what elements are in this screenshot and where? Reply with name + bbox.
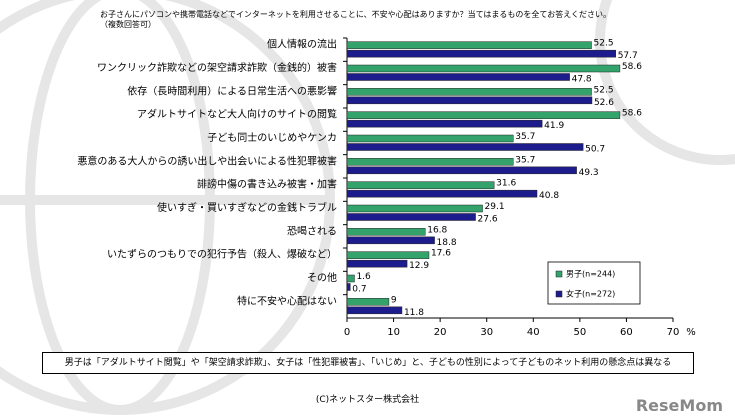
- bar: [346, 228, 426, 236]
- x-tick-label: 50: [573, 327, 586, 338]
- x-tick-label: 10: [387, 327, 400, 338]
- bar: [346, 49, 616, 58]
- value-label: 47.8: [572, 75, 592, 85]
- value-label: 58.6: [622, 62, 642, 72]
- legend-box: [547, 261, 641, 305]
- bar: [346, 41, 592, 49]
- value-label: 31.6: [496, 179, 516, 189]
- bar: [346, 64, 621, 73]
- value-label: 12.9: [409, 261, 429, 271]
- y-tick-label: ワンクリック詐欺などの架空請求詐欺（金銭的）被害: [97, 61, 337, 74]
- y-tick-label: 依存（長時間利用）による日常生活への悪影響: [127, 84, 337, 97]
- y-tick-label: 恐喝される: [287, 225, 337, 237]
- x-tick-label: 20: [434, 327, 447, 338]
- value-label: 50.7: [585, 145, 605, 155]
- legend-swatch: [555, 290, 563, 298]
- value-label: 57.7: [618, 51, 638, 61]
- annotation: 男子は「アダルトサイト閲覧」や「架空請求詐欺」、女子は「性犯罪被害」、「いじめ」…: [42, 352, 694, 374]
- y-tick-label: 個人情報の流出: [267, 38, 337, 51]
- x-tick-label: 70: [667, 327, 680, 338]
- value-label: 41.9: [544, 121, 564, 131]
- y-tick-label: 誹謗中傷の書き込み被害・加害: [197, 178, 337, 191]
- value-label: 18.8: [437, 238, 457, 248]
- bar: [346, 143, 584, 151]
- bar: [346, 283, 351, 291]
- value-label: 16.8: [427, 225, 447, 235]
- value-label: 35.7: [515, 155, 535, 165]
- value-label: 1.6: [356, 272, 371, 282]
- value-label: 17.6: [431, 249, 451, 259]
- y-tick-label: 子ども同士のいじめやケンカ: [207, 131, 337, 144]
- value-label: 9: [391, 295, 397, 305]
- x-tick-label: 40: [527, 327, 540, 338]
- y-tick-label: 悪意のある大人からの誘い出しや出会いによる性犯罪被害: [77, 154, 337, 167]
- legend-swatch: [555, 270, 563, 278]
- value-label: 52.5: [594, 85, 614, 95]
- value-label: 52.5: [594, 39, 614, 49]
- x-tick-label: 0: [344, 327, 350, 338]
- bar: [346, 306, 403, 315]
- bar: [346, 111, 621, 119]
- x-tick-label: 30: [480, 327, 493, 338]
- bar: [346, 119, 543, 128]
- bar: [346, 166, 577, 175]
- bar: [346, 259, 408, 268]
- value-label: 52.6: [594, 98, 614, 108]
- value-label: 0.7: [352, 285, 366, 295]
- value-label: 49.3: [579, 168, 599, 178]
- bar: [346, 73, 570, 81]
- y-tick-label: 特に不安や心配はない: [237, 294, 337, 307]
- x-tick-label: 60: [620, 327, 633, 338]
- chart-title: お子さんにパソコンや携帯電話などでインターネットを利用させることに、不安や心配は…: [100, 10, 611, 29]
- value-label: 58.6: [622, 109, 642, 119]
- x-unit: %: [686, 327, 696, 338]
- value-label: 11.8: [404, 308, 424, 318]
- legend-label: 男子(n=244): [566, 270, 615, 279]
- bar: [346, 189, 538, 198]
- bar: [346, 158, 514, 166]
- value-label: 35.7: [515, 132, 535, 142]
- bar: [346, 181, 495, 189]
- bar: [346, 236, 435, 245]
- bar: [346, 134, 514, 143]
- y-tick-label: 使いすぎ・買いすぎなどの金銭トラブル: [157, 201, 337, 214]
- bar: [346, 96, 593, 105]
- bar: [346, 298, 390, 306]
- value-label: 29.1: [485, 202, 505, 212]
- value-label: 40.8: [539, 191, 559, 201]
- footer: (C)ネットスター株式会社: [315, 395, 420, 405]
- watermark: ReseMom: [635, 396, 723, 415]
- legend: 男子(n=244) 女子(n=272): [547, 261, 641, 305]
- legend-label: 女子(n=272): [566, 289, 615, 299]
- bar: [346, 274, 355, 283]
- bar: [346, 88, 592, 96]
- y-tick-label: いたずらのつもりでの犯行予告（殺人、爆破など）: [107, 248, 337, 261]
- bar: [346, 213, 476, 221]
- bar: [346, 251, 430, 259]
- value-label: 27.6: [478, 215, 498, 225]
- y-tick-label: その他: [307, 271, 337, 284]
- bar: [346, 204, 483, 213]
- y-tick-label: アダルトサイトなど大人向けのサイトの閲覧: [137, 108, 337, 121]
